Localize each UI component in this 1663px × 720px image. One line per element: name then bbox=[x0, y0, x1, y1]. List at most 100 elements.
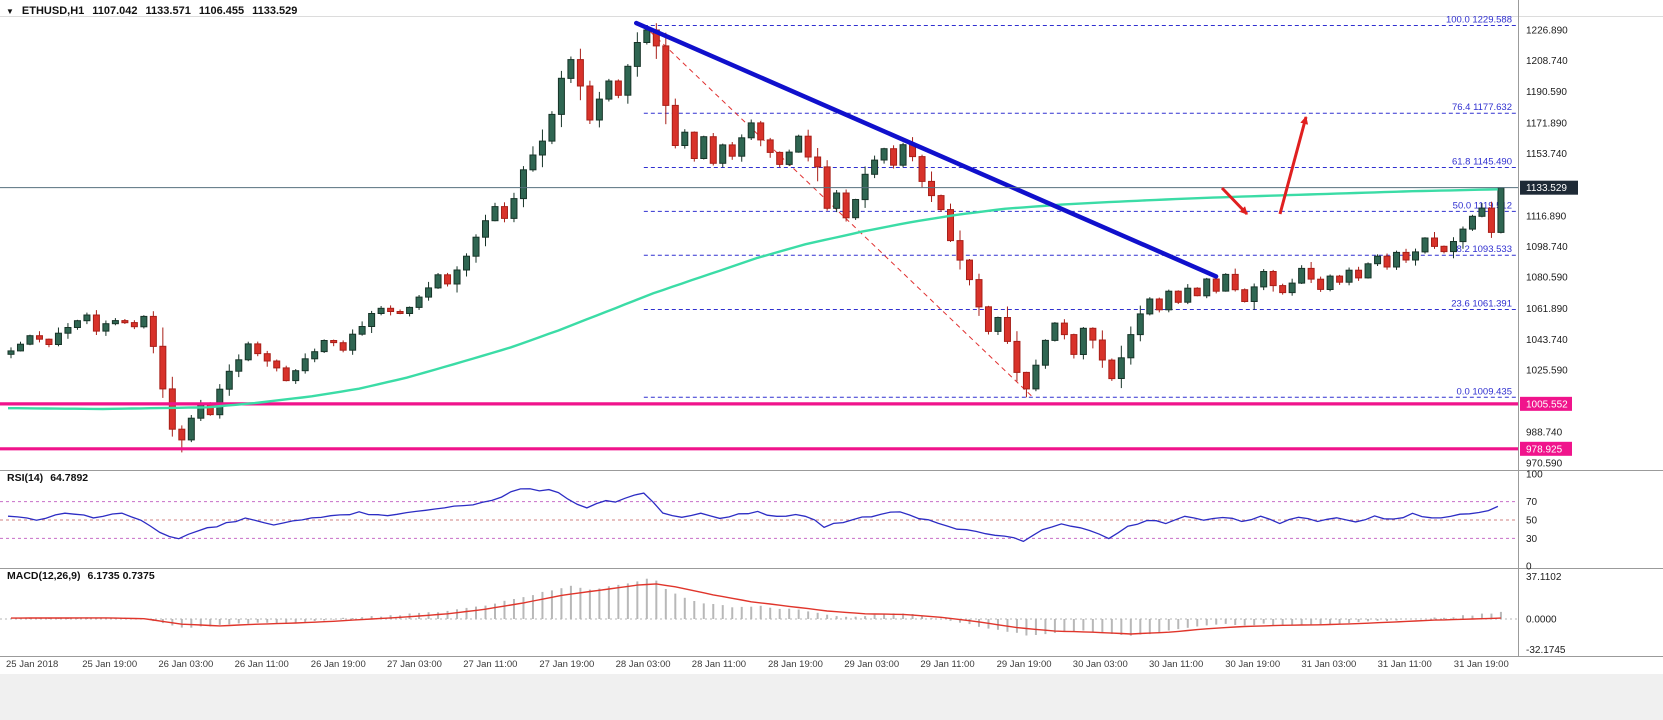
candle-body bbox=[567, 59, 575, 79]
candle-body bbox=[472, 236, 480, 257]
support-price-badge-text: 978.925 bbox=[1526, 444, 1563, 455]
candle-body bbox=[1279, 285, 1287, 294]
candle-body bbox=[1155, 298, 1163, 311]
current-price-badge-text: 1133.529 bbox=[1526, 183, 1567, 194]
candle-body bbox=[538, 140, 546, 156]
svg-text:29 Jan 19:00: 29 Jan 19:00 bbox=[997, 659, 1052, 670]
annotation-arrow[interactable] bbox=[1220, 186, 1249, 216]
candle-body bbox=[576, 59, 584, 87]
candle-body bbox=[757, 122, 765, 141]
svg-text:30 Jan 19:00: 30 Jan 19:00 bbox=[1225, 659, 1280, 670]
candle-body bbox=[377, 307, 385, 314]
candle-body bbox=[1393, 251, 1401, 268]
candle-body bbox=[890, 148, 898, 166]
candle-body bbox=[1307, 267, 1315, 280]
macd-pane-area[interactable] bbox=[0, 569, 1518, 656]
candlesticks bbox=[7, 23, 1505, 453]
support-price-badge bbox=[1520, 441, 1572, 456]
candle-body bbox=[871, 159, 879, 175]
price-scale-area[interactable] bbox=[1518, 0, 1663, 656]
candle-body bbox=[216, 388, 224, 416]
candle-body bbox=[453, 269, 461, 285]
svg-text:27 Jan 19:00: 27 Jan 19:00 bbox=[539, 659, 594, 670]
candle-body bbox=[1070, 334, 1078, 355]
candle-body bbox=[918, 156, 926, 182]
axis-badges: 1005.552 978.925 1133.529 bbox=[1520, 180, 1578, 456]
candle-body bbox=[1089, 327, 1097, 341]
candle-body bbox=[690, 131, 698, 159]
candle-body bbox=[994, 317, 1002, 332]
candle-body bbox=[54, 332, 62, 346]
candle-body bbox=[500, 206, 508, 219]
candle-body bbox=[1355, 269, 1363, 279]
ohlc-low: 1106.455 bbox=[198, 5, 245, 17]
macd-axis-tick: 0.0000 bbox=[1526, 615, 1557, 626]
ohlc-close: 1133.529 bbox=[252, 5, 298, 17]
candle-body bbox=[434, 274, 442, 289]
svg-text:26 Jan 11:00: 26 Jan 11:00 bbox=[235, 659, 289, 670]
candle-body bbox=[1269, 271, 1277, 287]
candle-body bbox=[1412, 251, 1420, 261]
candle-body bbox=[301, 358, 309, 372]
svg-text:31 Jan 11:00: 31 Jan 11:00 bbox=[1378, 659, 1432, 670]
candle-body bbox=[852, 199, 860, 219]
candle-body bbox=[1421, 237, 1429, 253]
candle-body bbox=[795, 135, 803, 153]
candle-body bbox=[595, 98, 603, 121]
candle-body bbox=[1022, 371, 1030, 390]
svg-text:1043.740: 1043.740 bbox=[1526, 335, 1568, 346]
candle-body bbox=[681, 131, 689, 146]
candle-body bbox=[187, 417, 195, 441]
price-pane-area[interactable] bbox=[0, 0, 1518, 470]
candle-body bbox=[1487, 207, 1495, 233]
candle-body bbox=[614, 80, 622, 96]
candle-body bbox=[671, 104, 679, 146]
candle-body bbox=[624, 65, 632, 96]
candle-body bbox=[254, 343, 262, 355]
svg-text:988.740: 988.740 bbox=[1526, 428, 1563, 439]
svg-text:1098.740: 1098.740 bbox=[1526, 242, 1568, 253]
candle-body bbox=[956, 240, 964, 261]
candle-body bbox=[1184, 287, 1192, 303]
footer-strip bbox=[0, 674, 1663, 720]
downtrend-line[interactable] bbox=[633, 20, 1219, 279]
fib-level-label: 38.2 1093.533 bbox=[1451, 244, 1512, 255]
candle-body bbox=[548, 113, 556, 142]
macd-axis-tick: -32.1745 bbox=[1526, 645, 1566, 656]
candle-body bbox=[425, 287, 433, 298]
candle-body bbox=[965, 259, 973, 281]
candle-body bbox=[1136, 313, 1144, 336]
candle-body bbox=[1108, 359, 1116, 380]
annotation-arrow[interactable] bbox=[1278, 116, 1309, 215]
candle-body bbox=[719, 144, 727, 164]
rsi-pane-area[interactable] bbox=[0, 471, 1518, 568]
fib-level-label: 61.8 1145.490 bbox=[1452, 156, 1512, 167]
svg-text:26 Jan 19:00: 26 Jan 19:00 bbox=[311, 659, 366, 670]
candle-body bbox=[444, 274, 452, 285]
time-scale-area[interactable] bbox=[0, 656, 1663, 674]
candle-body bbox=[358, 326, 366, 335]
candle-body bbox=[1468, 215, 1476, 230]
candle-body bbox=[1440, 245, 1448, 253]
svg-text:1080.590: 1080.590 bbox=[1526, 273, 1568, 284]
candle-body bbox=[1051, 322, 1059, 341]
symbol-name: ETHUSD,H1 bbox=[21, 5, 85, 17]
moving-average-line[interactable] bbox=[8, 188, 1498, 411]
svg-text:29 Jan 03:00: 29 Jan 03:00 bbox=[844, 659, 899, 670]
svg-text:1116.890: 1116.890 bbox=[1526, 211, 1567, 222]
macd-axis-tick: 37.1102 bbox=[1526, 572, 1562, 583]
candle-body bbox=[16, 343, 24, 352]
candle-body bbox=[92, 314, 100, 332]
candle-body bbox=[728, 144, 736, 157]
candle-body bbox=[282, 367, 290, 382]
annotation-arrows[interactable] bbox=[1220, 116, 1309, 216]
candle-body bbox=[339, 342, 347, 351]
candle-body bbox=[519, 169, 527, 200]
candle-body bbox=[586, 85, 594, 121]
candle-body bbox=[1174, 290, 1182, 303]
candle-body bbox=[1193, 287, 1201, 297]
candle-body bbox=[225, 370, 233, 390]
candle-body bbox=[244, 343, 252, 361]
